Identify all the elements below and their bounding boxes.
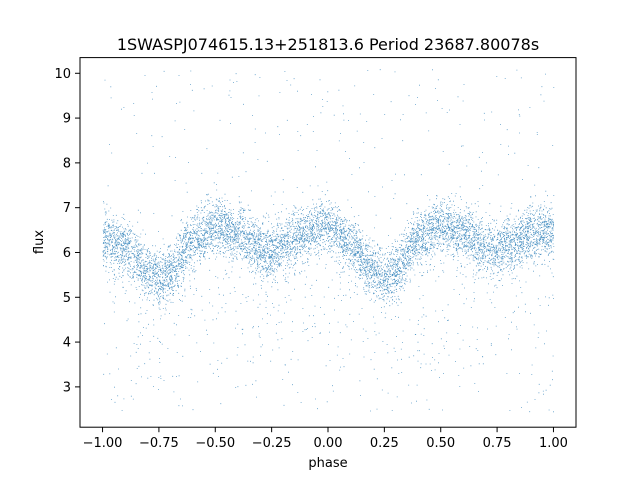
y-tick-label: 9 [63, 112, 71, 127]
y-tick-label: 5 [63, 291, 71, 306]
y-tick-label: 10 [54, 67, 71, 82]
x-tick-label: 0.25 [370, 436, 399, 451]
y-tick-label: 8 [63, 156, 71, 171]
x-axis: −1.00 −0.75 −0.50 −0.25 0.00 0.25 0.50 0.75 1.00 [83, 427, 568, 451]
x-tick-label: −0.75 [139, 436, 179, 451]
x-tick-label: −0.25 [252, 436, 292, 451]
chart-title: 1SWASPJ074615.13+251813.6 Period 23687.8… [117, 35, 539, 54]
y-tick-label: 3 [63, 380, 71, 395]
y-tick-label: 7 [63, 201, 71, 216]
data-points [102, 69, 555, 413]
x-axis-label: phase [308, 456, 347, 471]
flux-points [102, 69, 555, 413]
y-axis-label: flux [32, 230, 47, 254]
x-tick-label: 0.75 [483, 436, 512, 451]
y-tick-label: 6 [63, 246, 71, 261]
x-tick-label: 1.00 [539, 436, 568, 451]
x-tick-label: 0.00 [314, 436, 343, 451]
x-tick-label: 0.50 [426, 436, 455, 451]
y-axis: 3 4 5 6 7 8 9 10 [54, 67, 80, 395]
x-tick-label: −0.50 [195, 436, 235, 451]
x-tick-label: −1.00 [83, 436, 123, 451]
y-tick-label: 4 [63, 336, 71, 351]
